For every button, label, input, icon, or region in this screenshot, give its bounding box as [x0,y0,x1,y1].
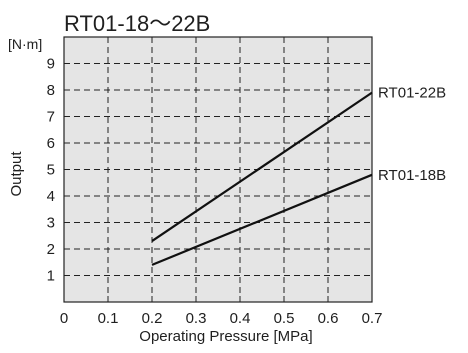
chart-title: RT01-18～22B [64,11,210,36]
y-tick-label: 7 [47,109,55,126]
x-tick-label: 0.3 [186,310,207,327]
plot-area: 0 0.1 0.2 0.3 0.4 0.5 0.6 0.7 1 2 3 4 5 6 7 8 9 RT01-22B R… [47,36,446,327]
x-tick-label: 0 [60,310,68,327]
series-line [151,173,373,266]
x-axis-label: Operating Pressure [MPa] [139,328,312,345]
x-tick-label: 0.7 [362,310,383,327]
series-line [151,91,373,242]
x-tick-label: 0.1 [98,310,119,327]
y-tick-label: 5 [47,162,55,179]
y-tick-label: 3 [47,215,55,232]
x-tick-label: 0.2 [142,310,163,327]
y-axis-label: Output [8,151,25,197]
y-tick-label: 2 [47,241,55,258]
y-tick-label: 9 [47,56,55,73]
x-tick-label: 0.5 [274,310,295,327]
series-label: RT01-22B [378,85,446,102]
y-tick-label: 4 [47,188,55,205]
y-axis-unit: [N·m] [8,36,42,52]
y-tick-label: 6 [47,135,55,152]
series-label: RT01-18B [378,167,446,184]
x-tick-label: 0.6 [318,310,339,327]
y-tick-label: 1 [47,268,55,285]
x-tick-label: 0.4 [230,310,251,327]
y-tick-label: 8 [47,82,55,99]
